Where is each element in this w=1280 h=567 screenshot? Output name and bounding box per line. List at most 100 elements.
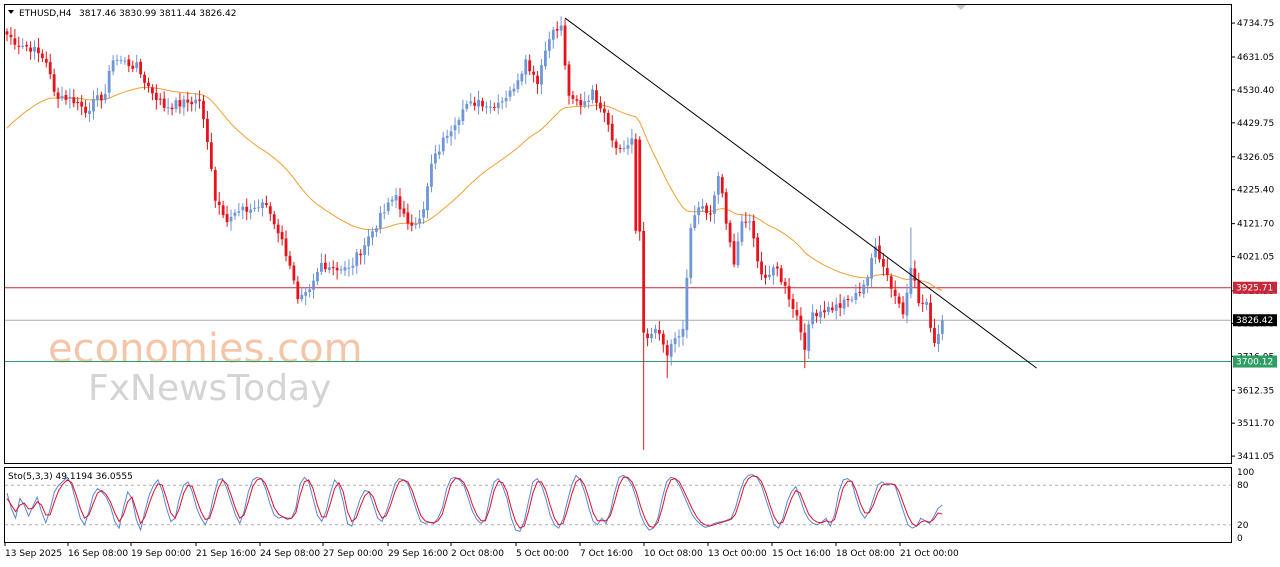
- candle-body: [351, 265, 355, 268]
- candle-body: [885, 268, 889, 276]
- candle-body: [21, 45, 25, 47]
- scroll-marker-icon[interactable]: [956, 5, 966, 10]
- candle-body: [693, 215, 697, 229]
- stoch-main-line: [6, 474, 943, 533]
- candle-body: [748, 221, 752, 223]
- candle-body: [834, 304, 838, 311]
- main-pane: [4, 4, 1232, 464]
- price-tick-label: 4021.05: [1237, 253, 1274, 263]
- time-tick-label: 15 Oct 16:00: [772, 549, 831, 559]
- candle-body: [386, 202, 390, 212]
- time-tick-label: 19 Sep 00:00: [131, 549, 191, 559]
- stoch-signal-line: [6, 475, 943, 529]
- time-tick-label: 21 Oct 00:00: [900, 549, 959, 559]
- candle-body: [151, 87, 154, 94]
- candle-body: [253, 207, 256, 209]
- resistance-level-label-box: [1233, 281, 1277, 294]
- time-tick-label: 5 Oct 00:00: [516, 549, 569, 559]
- candle-body: [559, 25, 563, 31]
- candle-body: [198, 99, 201, 101]
- candle-body: [335, 267, 339, 271]
- time-tick-label: 16 Sep 08:00: [68, 549, 128, 559]
- time-tick-label: 27 Sep 00:00: [323, 549, 383, 559]
- candle-body: [622, 147, 626, 149]
- candle-body: [862, 284, 866, 294]
- candle-body: [123, 60, 127, 62]
- candle-body: [760, 261, 763, 275]
- candle-body: [111, 60, 115, 72]
- time-tick-label: 21 Sep 16:00: [196, 549, 256, 559]
- price-tick-label: 4631.05: [1237, 53, 1274, 63]
- candle-body: [854, 292, 858, 300]
- candle-body: [461, 109, 465, 122]
- horizontal-levels: [5, 287, 1231, 363]
- candle-body: [634, 139, 638, 231]
- current-price-label: 3826.42: [1236, 316, 1273, 326]
- candle-body: [422, 209, 425, 218]
- candle-body: [728, 222, 732, 243]
- support-level-label: 3700.12: [1236, 358, 1273, 368]
- candle-body: [453, 125, 457, 131]
- candle-body: [775, 266, 779, 269]
- candle-body: [162, 98, 166, 108]
- candle-body: [638, 139, 642, 232]
- candle-body: [182, 99, 186, 108]
- candle-body: [874, 246, 877, 258]
- candle-body: [245, 206, 249, 212]
- candle-body: [402, 208, 406, 214]
- ohlc-readout: 3817.46 3830.99 3811.44 3826.42: [79, 9, 236, 19]
- candle-body: [799, 315, 803, 333]
- candle-body: [29, 47, 32, 52]
- candle-body: [547, 39, 551, 51]
- candle-body: [40, 53, 44, 59]
- candle-body: [599, 102, 602, 109]
- candle-body: [378, 212, 382, 229]
- candle-body: [72, 97, 76, 104]
- candle-body: [229, 216, 233, 222]
- candle-body: [626, 145, 630, 149]
- price-tick-label: 4225.40: [1237, 186, 1274, 196]
- candle-body: [213, 169, 217, 201]
- candle-body: [237, 211, 241, 213]
- candle-body: [119, 60, 123, 62]
- price-tick-label: 3411.05: [1237, 452, 1274, 462]
- candle-body: [878, 245, 881, 260]
- candle-body: [465, 103, 469, 109]
- candle-body: [433, 153, 437, 164]
- candle-body: [826, 306, 830, 313]
- candle-body: [76, 102, 80, 104]
- candle-body: [449, 131, 453, 137]
- candle-body: [48, 62, 52, 75]
- candle-body: [418, 218, 422, 224]
- candle-body: [669, 343, 673, 357]
- candle-body: [371, 231, 374, 238]
- watermark-fxnewstoday: FxNewsToday: [88, 368, 331, 409]
- candle-body: [99, 94, 103, 101]
- candle-body: [618, 147, 622, 149]
- candle-body: [312, 280, 315, 290]
- candle-body: [677, 336, 681, 338]
- candle-body: [92, 98, 95, 112]
- candle-body: [194, 99, 198, 104]
- candle-body: [575, 99, 579, 101]
- candle-body: [496, 102, 500, 109]
- price-tick-label: 4530.40: [1237, 86, 1274, 96]
- candle-body: [202, 100, 205, 120]
- symbol-dropdown-icon[interactable]: [8, 10, 14, 14]
- candle-body: [225, 214, 229, 223]
- candle-body: [414, 223, 418, 226]
- candle-body: [249, 209, 253, 213]
- trendline[interactable]: [564, 17, 1037, 369]
- candle-body: [131, 65, 135, 69]
- candle-body: [606, 112, 610, 125]
- candle-body: [430, 163, 433, 187]
- candle-body: [500, 101, 504, 103]
- descending-trendline[interactable]: [564, 17, 1037, 369]
- candle-body: [398, 196, 402, 210]
- candle-body: [261, 202, 264, 208]
- candle-body: [347, 267, 351, 269]
- candle-body: [940, 320, 944, 334]
- candle-body: [308, 289, 312, 293]
- candle-body: [107, 70, 111, 93]
- candle-body: [170, 107, 174, 110]
